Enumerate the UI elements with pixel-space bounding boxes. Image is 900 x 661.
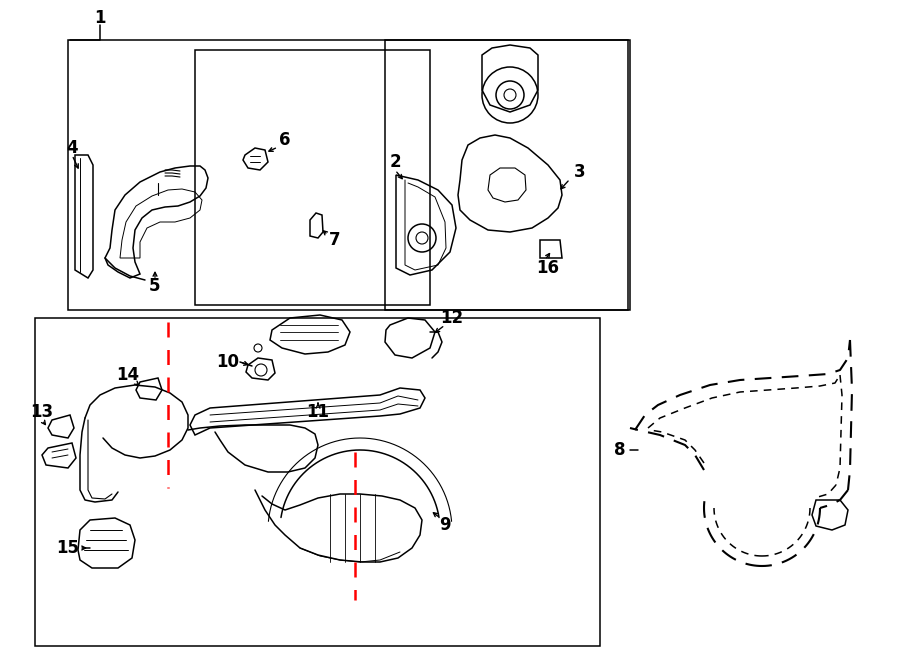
Text: 2: 2 bbox=[389, 153, 400, 171]
Text: 11: 11 bbox=[307, 403, 329, 421]
Bar bbox=[35, 318, 600, 646]
Bar bbox=[68, 40, 628, 310]
Text: 6: 6 bbox=[279, 131, 291, 149]
Text: 1: 1 bbox=[94, 9, 106, 27]
Text: 12: 12 bbox=[440, 309, 464, 327]
Text: 8: 8 bbox=[614, 441, 626, 459]
Text: 14: 14 bbox=[116, 366, 140, 384]
Bar bbox=[385, 40, 630, 310]
Text: 13: 13 bbox=[31, 403, 54, 421]
Text: 5: 5 bbox=[149, 277, 161, 295]
Text: 7: 7 bbox=[329, 231, 341, 249]
Text: 10: 10 bbox=[217, 353, 239, 371]
Text: 16: 16 bbox=[536, 259, 560, 277]
Text: 4: 4 bbox=[67, 139, 77, 157]
Text: 15: 15 bbox=[57, 539, 79, 557]
Text: 9: 9 bbox=[439, 516, 451, 534]
Text: 3: 3 bbox=[574, 163, 586, 181]
Bar bbox=[195, 50, 430, 305]
